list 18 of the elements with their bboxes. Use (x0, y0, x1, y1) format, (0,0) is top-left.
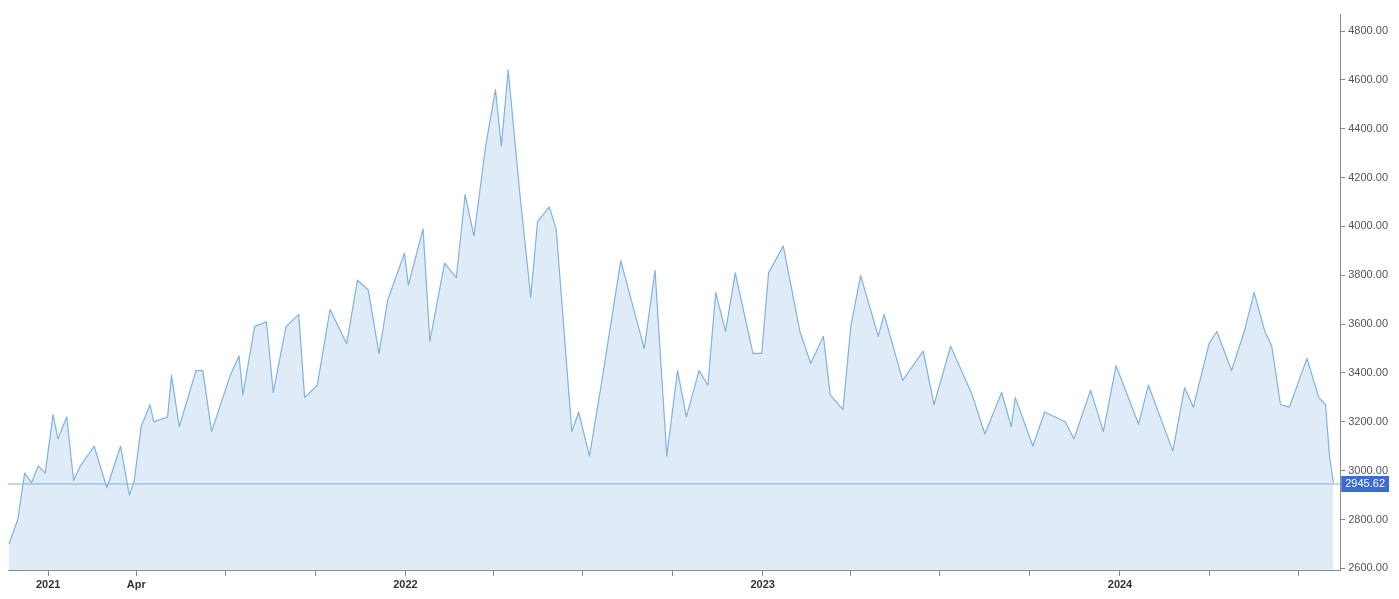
y-tick-label: 3200.00 (1348, 414, 1388, 427)
y-tick-label: 4400.00 (1348, 121, 1388, 134)
y-tick-label: 2800.00 (1348, 512, 1388, 525)
y-tick-label: 3800.00 (1348, 268, 1388, 281)
y-tick-label: 3600.00 (1348, 317, 1388, 330)
x-tick-label: 2024 (1107, 578, 1134, 591)
y-tick-label: 2600.00 (1348, 561, 1388, 574)
x-tick-label: 2022 (393, 578, 418, 591)
y-tick-label: 4200.00 (1348, 170, 1388, 183)
x-tick-label: Apr (126, 578, 147, 591)
y-tick-label: 3000.00 (1348, 463, 1388, 476)
x-tick-label: 2023 (750, 578, 775, 591)
ref-line-label: 2945.62 (1345, 476, 1385, 489)
y-tick-label: 4600.00 (1348, 72, 1388, 85)
y-tick-label: 4800.00 (1348, 24, 1388, 37)
y-tick-label: 4000.00 (1348, 219, 1388, 232)
x-tick-label: 2021 (35, 578, 61, 591)
y-tick-label: 3400.00 (1348, 366, 1388, 379)
